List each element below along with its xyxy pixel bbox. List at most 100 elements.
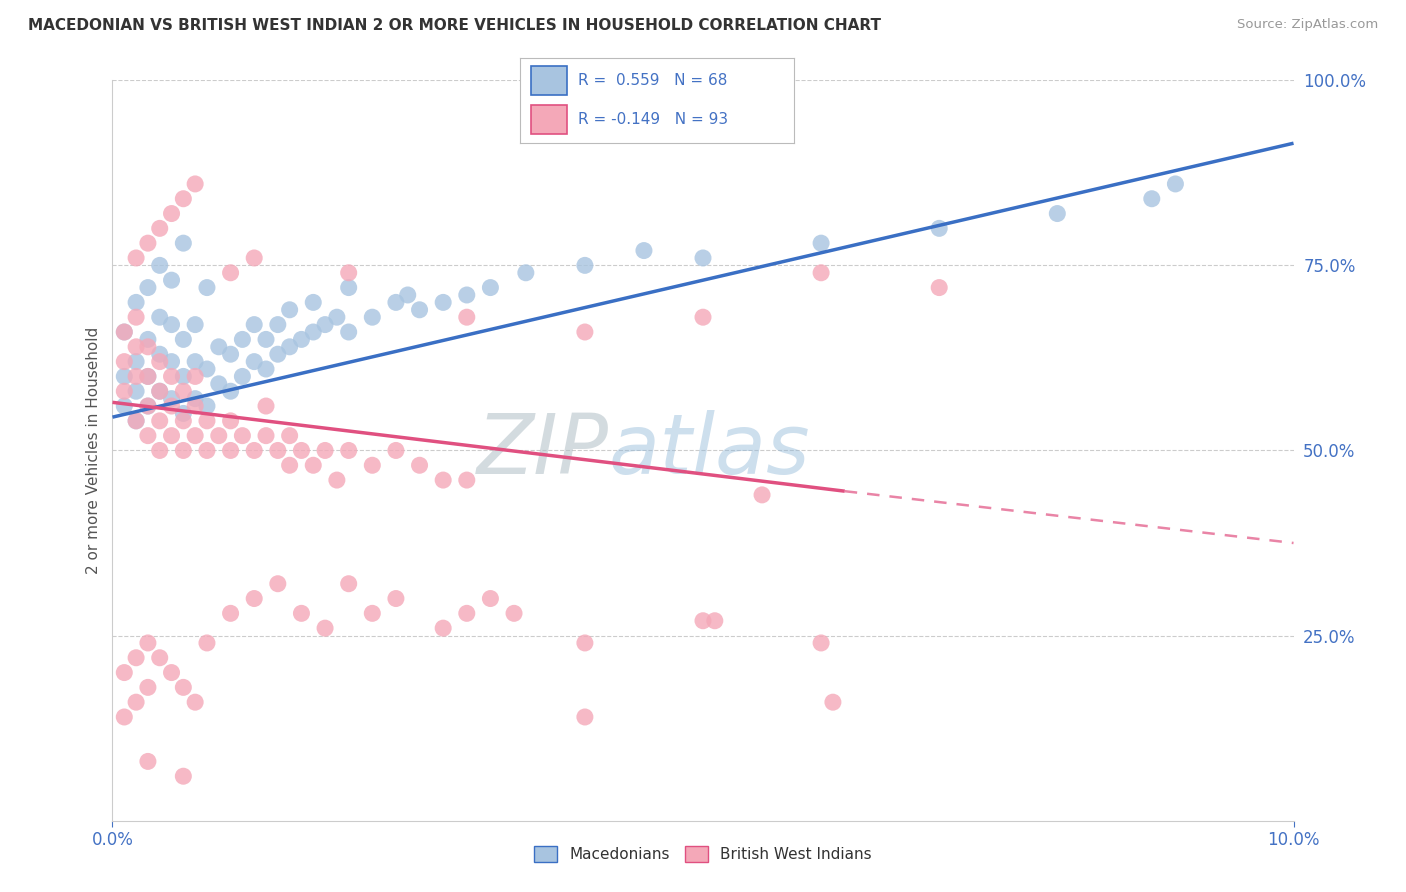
Point [692, 614, 714, 628]
Point [574, 710, 596, 724]
Point [810, 636, 832, 650]
Point [112, 399, 135, 413]
Point [810, 236, 832, 251]
Point [195, 399, 218, 413]
Point [125, 414, 148, 428]
Point [172, 332, 194, 346]
Point [136, 280, 159, 294]
Point [231, 369, 253, 384]
Point [184, 369, 207, 384]
Point [125, 295, 148, 310]
Point [337, 443, 360, 458]
Point [195, 362, 218, 376]
Point [432, 621, 454, 635]
Point [456, 310, 478, 325]
Point [515, 266, 537, 280]
Point [278, 428, 301, 442]
Point [125, 354, 148, 368]
Point [456, 473, 478, 487]
Point [125, 369, 148, 384]
Point [172, 407, 194, 421]
Point [136, 369, 159, 384]
Point [125, 650, 148, 665]
Point [290, 443, 312, 458]
Point [172, 192, 194, 206]
Point [160, 369, 183, 384]
Point [503, 607, 526, 621]
Point [136, 399, 159, 413]
Point [149, 443, 172, 458]
Point [160, 428, 183, 442]
Point [810, 266, 832, 280]
Point [243, 591, 266, 606]
Point [219, 384, 242, 399]
Point [112, 369, 135, 384]
Point [172, 236, 194, 251]
Point [112, 325, 135, 339]
Bar [531, 67, 567, 95]
Point [112, 354, 135, 368]
Point [172, 384, 194, 399]
Point [149, 221, 172, 235]
Point [195, 414, 218, 428]
Point [172, 769, 194, 783]
Point [136, 332, 159, 346]
Point [112, 665, 135, 680]
Point [479, 591, 502, 606]
Point [208, 428, 231, 442]
Point [396, 288, 419, 302]
Point [184, 318, 207, 332]
Point [219, 266, 242, 280]
Point [821, 695, 844, 709]
Point [278, 458, 301, 473]
Point [195, 280, 218, 294]
Point [456, 288, 478, 302]
Point [160, 273, 183, 287]
Point [172, 414, 194, 428]
Point [125, 414, 148, 428]
Point [361, 458, 384, 473]
Point [160, 392, 183, 406]
Point [149, 259, 172, 273]
Point [267, 318, 290, 332]
Point [136, 399, 159, 413]
Point [267, 347, 290, 361]
Point [243, 443, 266, 458]
Point [172, 369, 194, 384]
Point [136, 236, 159, 251]
Point [160, 399, 183, 413]
Text: R =  0.559   N = 68: R = 0.559 N = 68 [578, 73, 727, 88]
Text: atlas: atlas [609, 410, 810, 491]
Point [385, 295, 408, 310]
Point [314, 443, 336, 458]
Point [136, 681, 159, 695]
Point [219, 607, 242, 621]
Text: MACEDONIAN VS BRITISH WEST INDIAN 2 OR MORE VEHICLES IN HOUSEHOLD CORRELATION CH: MACEDONIAN VS BRITISH WEST INDIAN 2 OR M… [28, 18, 882, 33]
Point [479, 280, 502, 294]
Point [385, 591, 408, 606]
Point [574, 259, 596, 273]
Point [125, 251, 148, 265]
Point [160, 354, 183, 368]
Point [136, 755, 159, 769]
Point [408, 302, 430, 317]
Point [302, 458, 325, 473]
Point [136, 428, 159, 442]
Point [290, 607, 312, 621]
Text: R = -0.149   N = 93: R = -0.149 N = 93 [578, 112, 728, 128]
Point [278, 340, 301, 354]
Point [184, 392, 207, 406]
Point [219, 443, 242, 458]
Point [149, 650, 172, 665]
Point [231, 428, 253, 442]
Point [337, 266, 360, 280]
Point [385, 443, 408, 458]
Point [574, 636, 596, 650]
Point [290, 332, 312, 346]
Point [125, 384, 148, 399]
Point [254, 362, 277, 376]
Point [302, 325, 325, 339]
Point [149, 384, 172, 399]
Point [1140, 192, 1163, 206]
Point [1046, 206, 1069, 220]
